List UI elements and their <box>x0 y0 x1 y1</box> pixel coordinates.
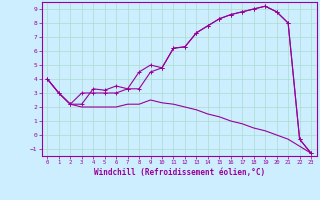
X-axis label: Windchill (Refroidissement éolien,°C): Windchill (Refroidissement éolien,°C) <box>94 168 265 177</box>
